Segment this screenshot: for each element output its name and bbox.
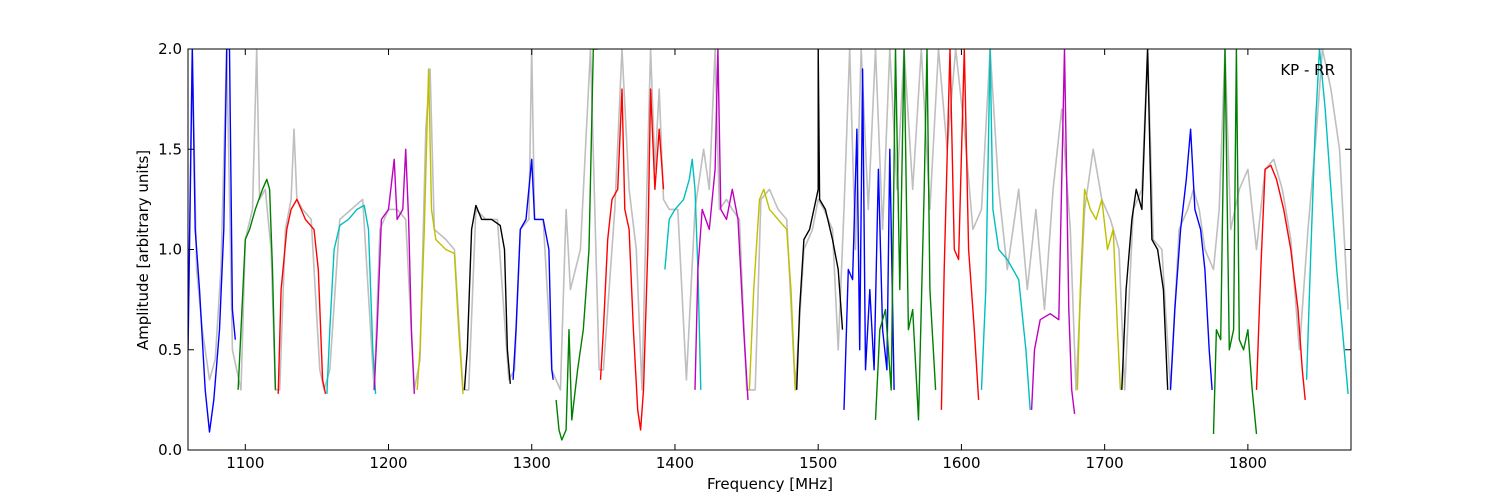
y-tick-label: 1.5 [158, 140, 182, 158]
series-line-16 [874, 49, 937, 421]
x-tick-label: 1500 [799, 454, 837, 472]
series-line-24 [1255, 164, 1306, 400]
x-tick-label: 1700 [1086, 454, 1124, 472]
series-line-14 [796, 49, 844, 390]
series-line-21 [1121, 49, 1169, 390]
series-line-18 [980, 49, 1031, 410]
series-line-19 [1030, 49, 1076, 414]
series-line-4 [326, 204, 377, 394]
y-axis-label: Amplitude [arbitrary units] [134, 150, 152, 350]
series-line-12 [694, 49, 749, 400]
chart-annotation: KP - RR [1280, 61, 1335, 79]
y-tick-label: 0.5 [158, 341, 182, 359]
series-line-3 [277, 198, 327, 395]
series-line-22 [1169, 128, 1213, 390]
series-line-15 [843, 68, 895, 410]
series-line-13 [748, 188, 796, 390]
y-tick-label: 2.0 [158, 40, 182, 58]
series-line-11 [664, 158, 702, 390]
series-line-1 [188, 49, 236, 433]
x-tick-label: 1400 [656, 454, 694, 472]
series-line-6 [416, 68, 464, 394]
series-line-23 [1212, 49, 1258, 435]
x-axis-label: Frequency [MHz] [707, 475, 833, 493]
x-tick-label: 1100 [226, 454, 264, 472]
y-axis-ticks: 0.0 0.5 1.0 1.5 2.0 [158, 40, 1351, 459]
series-line-2 [237, 178, 277, 390]
x-tick-label: 1600 [942, 454, 980, 472]
series-line-10 [599, 88, 665, 431]
x-tick-label: 1200 [369, 454, 407, 472]
x-tick-label: 1800 [1229, 454, 1267, 472]
series-line-9 [555, 49, 598, 441]
x-tick-label: 1300 [513, 454, 551, 472]
series-line-7 [463, 204, 511, 390]
y-tick-label: 1.0 [158, 241, 182, 259]
series-line-17 [940, 49, 980, 410]
x-axis-ticks: 1100 1200 1300 1400 1500 1600 1700 1800 [226, 49, 1267, 472]
series-line-5 [373, 148, 415, 394]
series-line-8 [512, 158, 554, 380]
series-line-25 [1305, 49, 1349, 394]
series-layer [188, 49, 1349, 441]
y-tick-label: 0.0 [158, 441, 182, 459]
series-line-20 [1076, 188, 1122, 390]
